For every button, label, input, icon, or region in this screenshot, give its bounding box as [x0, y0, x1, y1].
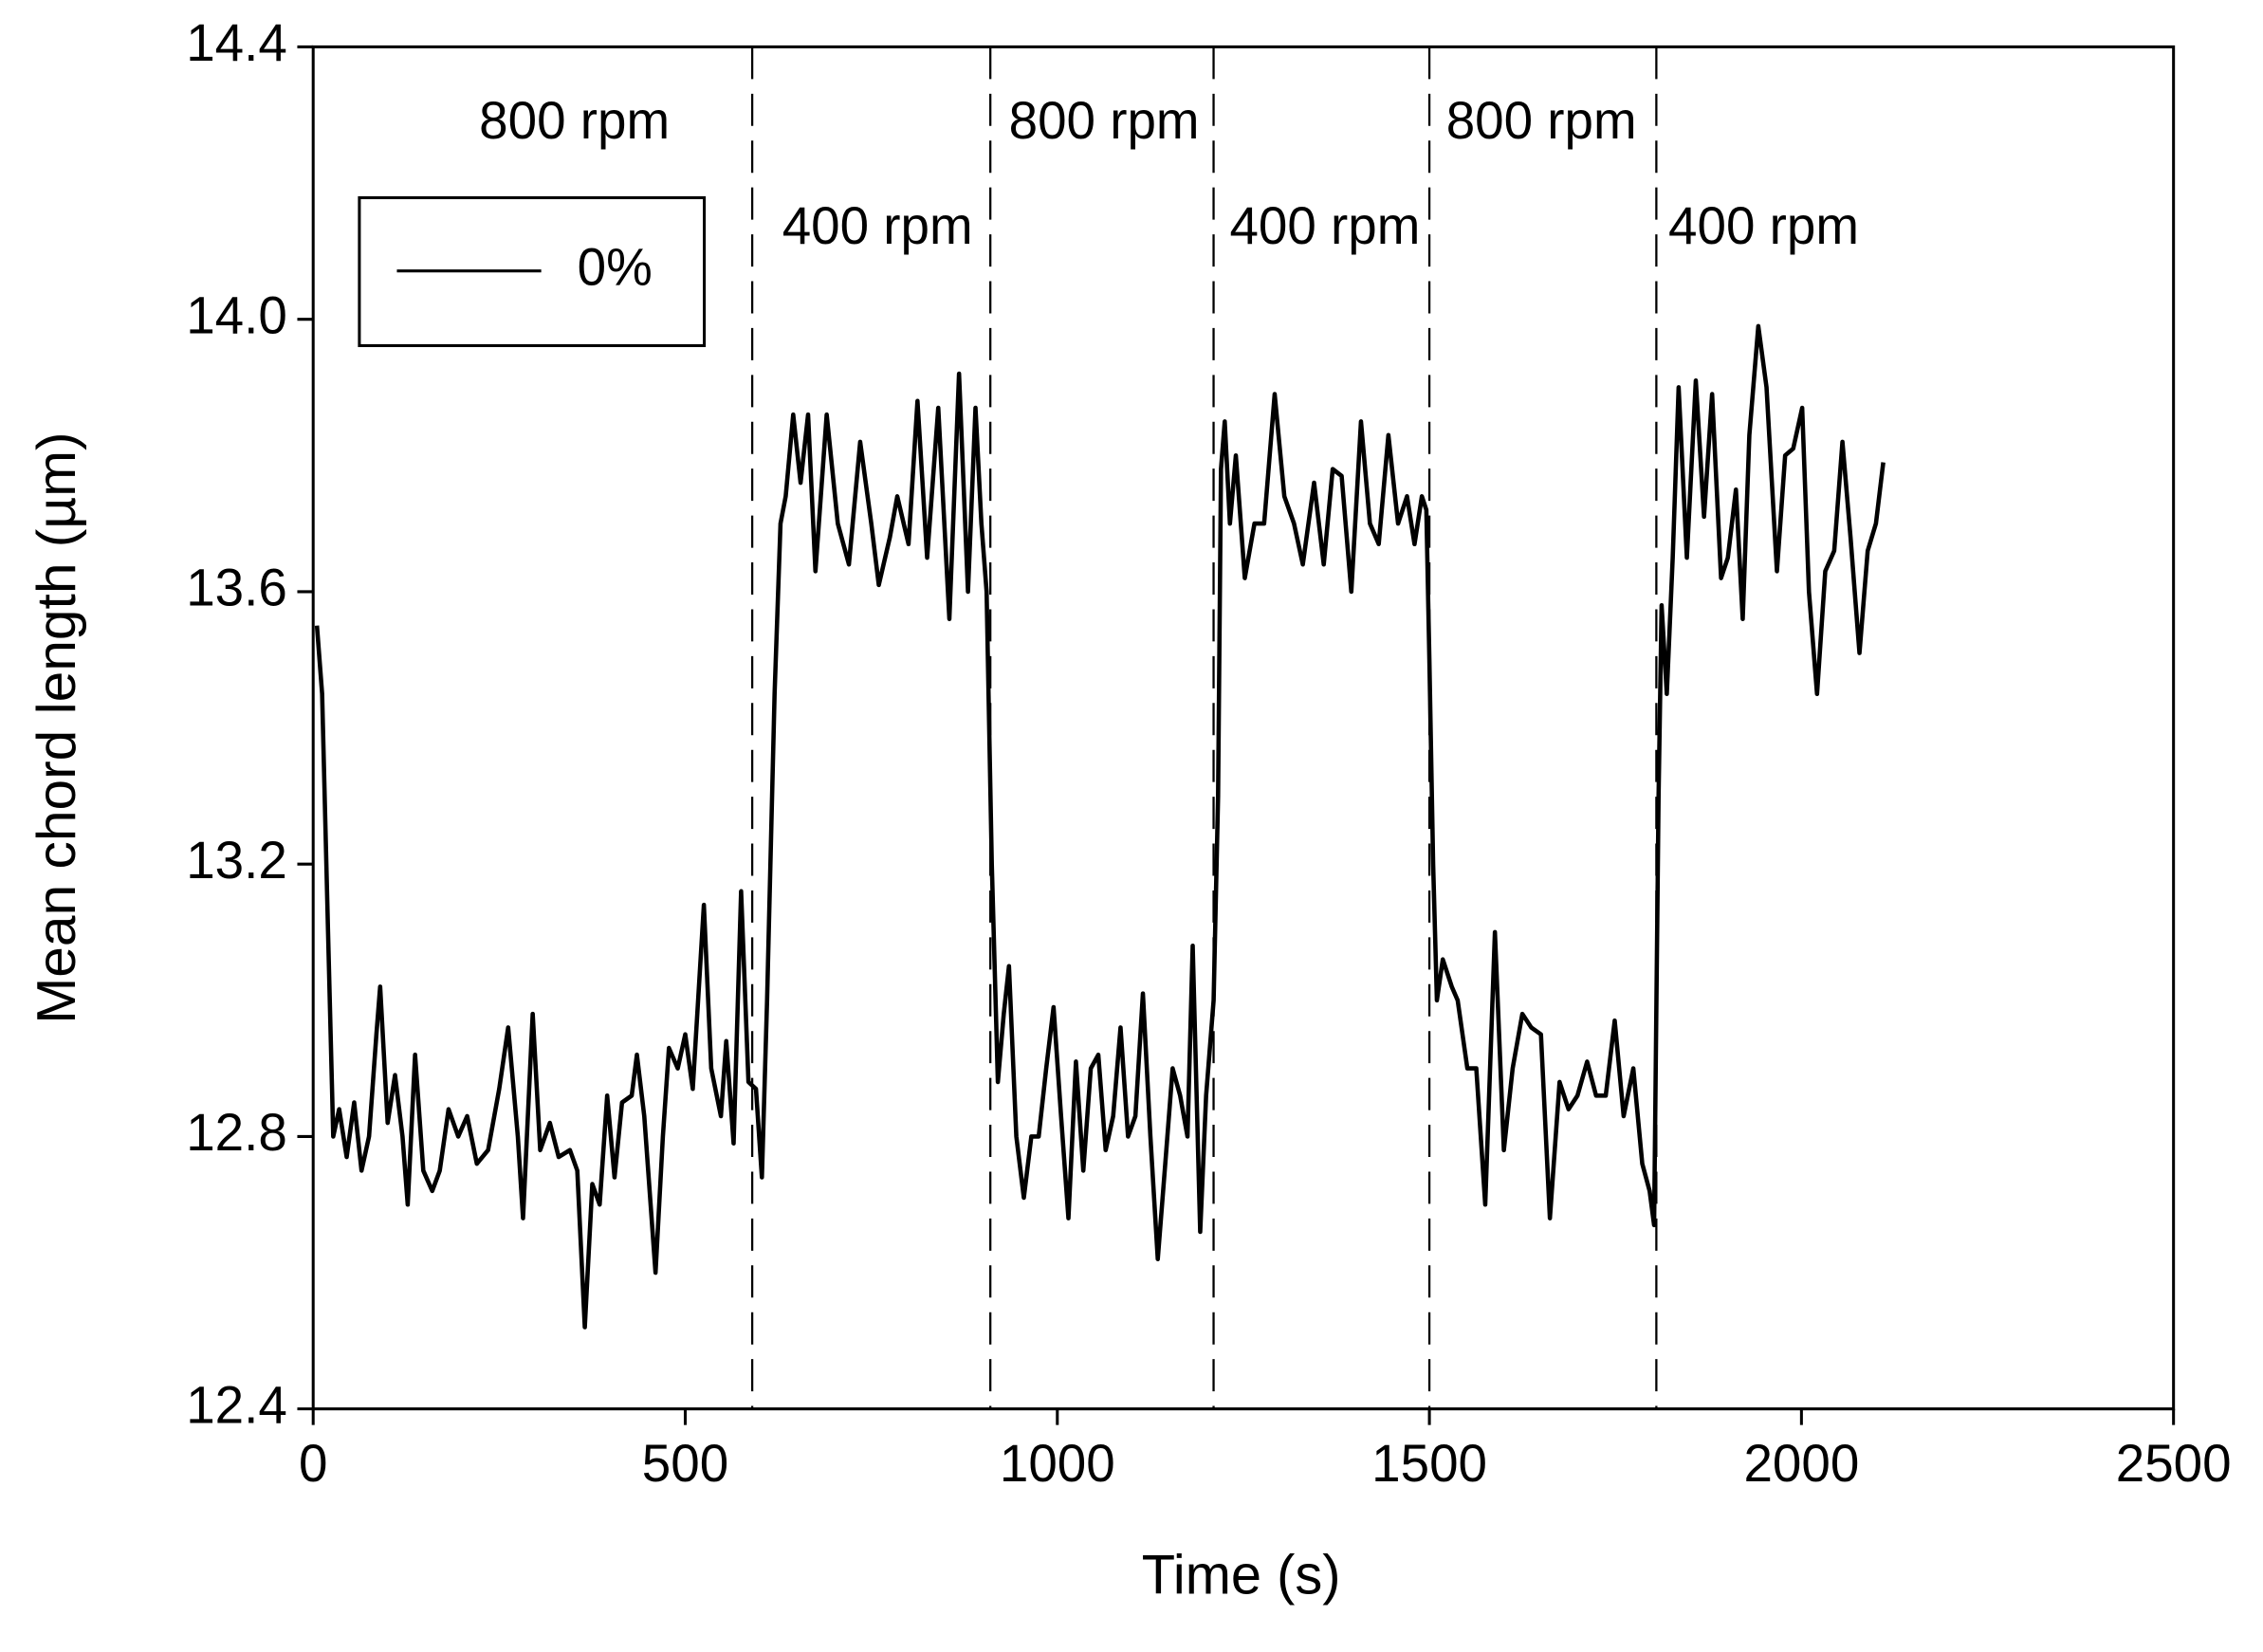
annotation: 400 rpm — [1668, 196, 1859, 255]
plot-frame — [311, 45, 2176, 1411]
x-axis-label: Time (s) — [1142, 1544, 1341, 1606]
x-tick-label: 1000 — [1000, 1434, 1115, 1493]
y-tick-label: 14.0 — [186, 285, 287, 344]
legend-label: 0% — [578, 237, 653, 296]
x-tick-label: 500 — [642, 1434, 728, 1493]
y-tick-label: 13.2 — [186, 830, 287, 889]
annotation: 400 rpm — [782, 196, 973, 255]
annotation: 800 rpm — [479, 91, 670, 150]
y-tick-label: 14.4 — [186, 13, 287, 72]
x-tick-label: 0 — [299, 1434, 327, 1493]
data-line — [314, 323, 1886, 1330]
y-tick-label: 13.6 — [186, 558, 287, 616]
x-tick-label: 2500 — [2116, 1434, 2232, 1493]
y-tick-label: 12.4 — [186, 1375, 287, 1434]
x-tick-label: 2000 — [1743, 1434, 1859, 1493]
x-tick-label: 1500 — [1371, 1434, 1487, 1493]
annotation: 800 rpm — [1446, 91, 1637, 150]
y-tick-label: 12.8 — [186, 1103, 287, 1162]
y-axis-label: Mean chord length (µm) — [27, 431, 88, 1023]
annotation: 800 rpm — [1009, 91, 1200, 150]
annotation: 400 rpm — [1229, 196, 1420, 255]
